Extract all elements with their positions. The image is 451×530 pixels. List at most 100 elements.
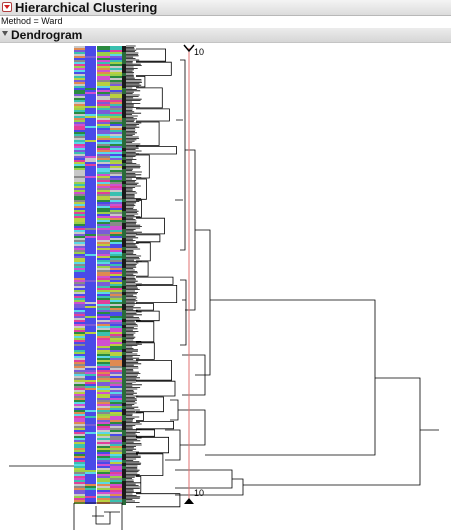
heat-cell <box>74 340 85 342</box>
heat-cell <box>74 258 85 260</box>
heat-cell <box>122 238 126 241</box>
heat-cell <box>85 290 96 292</box>
tree-branch <box>243 377 421 486</box>
heat-cell <box>110 240 122 242</box>
heat-cell <box>74 50 85 52</box>
disclosure-triangle-icon[interactable] <box>2 31 8 36</box>
heat-cell <box>110 218 122 220</box>
tree-branch <box>126 45 142 503</box>
heat-cell <box>122 331 126 334</box>
heat-cell <box>85 84 96 86</box>
heat-cell <box>97 70 110 72</box>
heat-cell <box>74 338 85 340</box>
heat-cell <box>74 266 85 268</box>
heat-cell <box>110 390 122 392</box>
heat-cell <box>97 78 110 80</box>
heat-cell <box>97 238 110 240</box>
heat-cell <box>74 272 85 274</box>
heat-cell <box>85 180 96 182</box>
heat-cell <box>74 342 85 344</box>
heat-cell <box>97 52 110 54</box>
heat-cell <box>74 180 85 182</box>
heat-cell <box>74 190 85 192</box>
heat-cell <box>74 428 85 430</box>
heat-cell <box>97 306 110 308</box>
heat-cell <box>85 322 96 324</box>
heat-cell <box>110 70 122 72</box>
heat-cell <box>110 486 122 488</box>
heat-cell <box>110 138 122 140</box>
heat-cell <box>97 132 110 134</box>
heat-cell <box>85 406 96 408</box>
heat-cell <box>85 226 96 228</box>
heat-cell <box>110 248 122 250</box>
heat-cell <box>110 474 122 476</box>
heat-cell <box>110 424 122 426</box>
heat-cell <box>122 67 126 70</box>
heat-cell <box>122 310 126 313</box>
red-triangle-menu-icon[interactable] <box>2 2 12 12</box>
heat-cell <box>85 108 96 110</box>
heat-cell <box>85 88 96 90</box>
heat-cell <box>110 286 122 288</box>
heat-cell <box>122 280 126 283</box>
heat-cell <box>74 200 85 202</box>
heat-cell <box>122 190 126 193</box>
heat-cell <box>97 252 110 254</box>
heat-cell <box>74 234 85 236</box>
heat-cell <box>110 368 122 370</box>
heat-cell <box>122 370 126 373</box>
heat-cell <box>122 454 126 457</box>
heat-cell <box>122 151 126 154</box>
heat-cell <box>97 282 110 284</box>
heat-cell <box>85 278 96 280</box>
tree-branch <box>136 48 181 508</box>
heat-cell <box>110 358 122 360</box>
heat-cell <box>97 130 110 132</box>
heat-cell <box>74 414 85 416</box>
dendrogram-section-header[interactable]: Dendrogram <box>0 28 451 43</box>
heat-cell <box>85 130 96 132</box>
heat-cell <box>97 216 110 218</box>
heat-cell <box>97 436 110 438</box>
heat-cell <box>74 142 85 144</box>
heat-cell <box>122 241 126 244</box>
heat-cell <box>110 146 122 148</box>
heat-cell <box>110 214 122 216</box>
heat-cell <box>110 310 122 312</box>
heat-cell <box>110 292 122 294</box>
heat-cell <box>122 289 126 292</box>
heat-cell <box>85 500 96 502</box>
heat-cell <box>110 144 122 146</box>
heat-cell <box>97 104 110 106</box>
heat-cell <box>122 334 126 337</box>
cut-handle-top-icon[interactable] <box>183 44 195 53</box>
heat-cell <box>85 306 96 308</box>
heat-cell <box>97 398 110 400</box>
heat-cell <box>122 448 126 451</box>
heat-cell <box>110 272 122 274</box>
heat-cell <box>74 104 85 106</box>
heat-cell <box>97 226 110 228</box>
heat-cell <box>74 68 85 70</box>
heat-cell <box>97 438 110 440</box>
heat-cell <box>97 158 110 160</box>
heat-cell <box>110 288 122 290</box>
heat-cell <box>74 274 85 276</box>
heat-cell <box>122 172 126 175</box>
cut-handle-bottom-icon[interactable] <box>184 498 194 504</box>
heat-cell <box>85 102 96 104</box>
heat-cell <box>122 379 126 382</box>
heat-cell <box>74 472 85 474</box>
heat-cell <box>85 462 96 464</box>
heat-cell <box>74 128 85 130</box>
heat-cell <box>110 468 122 470</box>
tree-branch <box>205 299 376 456</box>
heat-cell <box>74 94 85 96</box>
heat-cell <box>74 66 85 68</box>
heat-cell <box>74 488 85 490</box>
heat-cell <box>85 68 96 70</box>
heat-cell <box>85 440 96 442</box>
heat-cell <box>97 414 110 416</box>
